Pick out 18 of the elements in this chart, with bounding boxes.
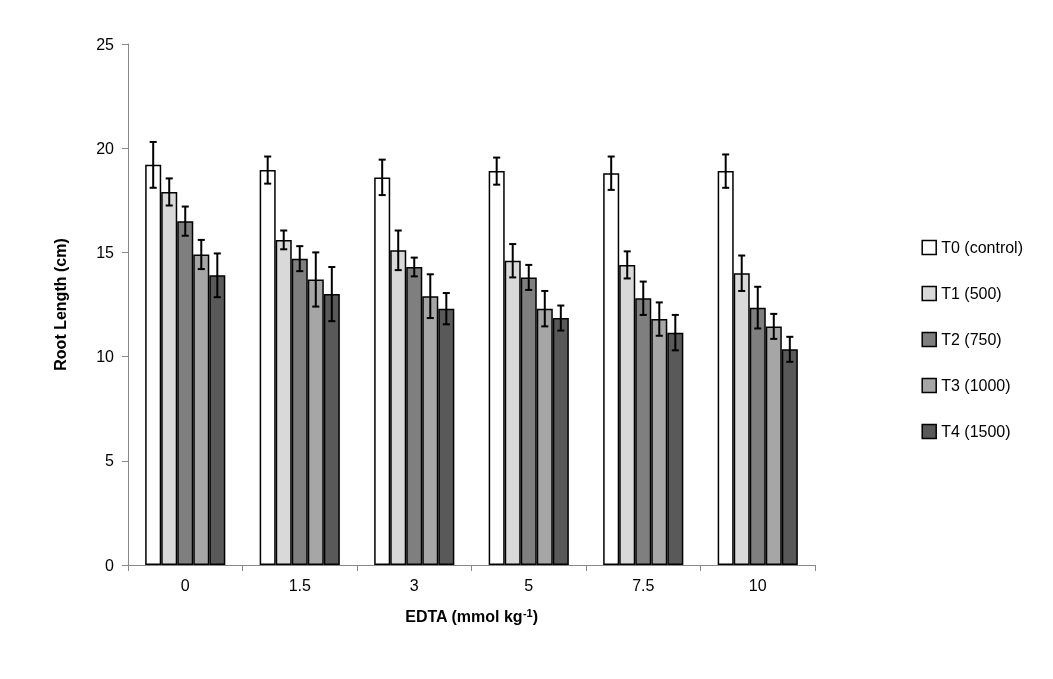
y-tick-label: 0	[105, 556, 115, 574]
x-tick-label: 0	[180, 576, 190, 594]
y-tick-label: 25	[96, 35, 115, 53]
y-tick-label: 5	[105, 452, 115, 470]
y-axis-title: Root Length (cm)	[51, 238, 69, 371]
x-tick-label: 3	[409, 576, 419, 594]
x-tick-label: 5	[524, 576, 534, 594]
y-tick-label: 20	[96, 139, 115, 157]
x-tick-label: 10	[748, 576, 767, 594]
legend-label: T3 (1000)	[941, 377, 1011, 394]
y-tick-label: 10	[96, 348, 115, 366]
x-tick-label: 1.5	[288, 576, 311, 594]
legend-label: T0 (control)	[941, 239, 1023, 256]
legend-label: T2 (750)	[941, 331, 1002, 348]
y-tick-label: 15	[96, 243, 115, 261]
legend-label: T1 (500)	[941, 285, 1002, 302]
legend-label: T4 (1500)	[941, 423, 1011, 440]
x-tick-label: 7.5	[632, 576, 655, 594]
